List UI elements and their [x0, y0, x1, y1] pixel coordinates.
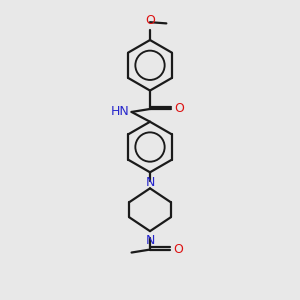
Text: O: O	[145, 14, 155, 27]
Text: N: N	[145, 176, 155, 189]
Text: N: N	[145, 233, 155, 247]
Text: O: O	[174, 103, 184, 116]
Text: HN: HN	[111, 106, 130, 118]
Text: O: O	[173, 243, 183, 256]
